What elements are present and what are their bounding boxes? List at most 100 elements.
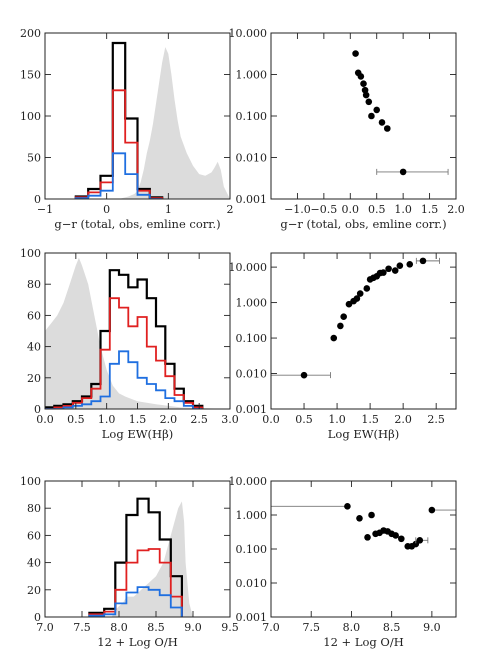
x-tick-label: 8.0 xyxy=(110,621,128,634)
y-tick-label: 10.000 xyxy=(229,475,268,488)
data-point xyxy=(364,534,371,541)
x-tick-label: 2.0 xyxy=(447,203,465,216)
plot-area xyxy=(352,50,449,176)
data-point xyxy=(383,125,391,132)
x-tick-label: 9.5 xyxy=(221,621,239,634)
y-tick-label: 1.000 xyxy=(236,509,268,522)
x-tick-label: 7.0 xyxy=(262,621,280,634)
x-tick-label: 0.5 xyxy=(295,413,313,426)
histogram-series-1 xyxy=(45,269,204,409)
x-tick-label: 7.0 xyxy=(36,621,54,634)
y-tick-label: 80 xyxy=(27,502,41,515)
x-tick-label: 0.0 xyxy=(36,413,54,426)
data-point xyxy=(392,532,399,539)
x-axis-label: Log EW(Hβ) xyxy=(102,427,173,441)
y-tick-label: 150 xyxy=(20,69,41,82)
plot-area xyxy=(271,503,456,550)
x-tick-label: 2.0 xyxy=(394,413,412,426)
data-point xyxy=(365,98,373,106)
data-point xyxy=(337,322,344,330)
y-tick-label: 0 xyxy=(34,611,41,624)
y-tick-label: 0.001 xyxy=(236,611,268,624)
data-point xyxy=(362,91,370,99)
y-tick-label: 100 xyxy=(20,475,41,488)
x-tick-label: −0.5 xyxy=(310,203,337,216)
y-tick-label: 10.000 xyxy=(229,261,268,274)
scatter-ewhb: 0.0 0.5 1.0 1.5 2.0 2.5 0.001 0.010 0.100 1.000 10… xyxy=(229,252,457,441)
y-tick-label: 10.000 xyxy=(229,27,268,40)
x-tick-label: −1.0 xyxy=(284,203,311,216)
y-tick-label: 0.100 xyxy=(236,110,268,123)
y-tick-label: 0.010 xyxy=(236,152,268,165)
data-point xyxy=(398,535,405,543)
x-tick-label: 8.5 xyxy=(147,621,165,634)
histogram-series-2 xyxy=(88,548,183,617)
data-point xyxy=(391,267,399,274)
data-point xyxy=(356,514,363,522)
x-tick-label: 1.0 xyxy=(98,413,116,426)
x-tick-label: 1.0 xyxy=(328,413,346,426)
axes-frame xyxy=(270,252,457,410)
data-point xyxy=(300,371,308,379)
y-tick-label: 1.000 xyxy=(236,69,268,82)
data-point xyxy=(396,262,404,269)
x-tick-label: 8.5 xyxy=(383,621,401,634)
data-point xyxy=(344,503,351,510)
background-distribution xyxy=(45,501,193,617)
x-axis-label: Log EW(Hβ) xyxy=(328,427,399,441)
data-point xyxy=(345,300,353,308)
y-tick-label: 40 xyxy=(27,557,41,570)
y-tick-label: 0.100 xyxy=(236,332,268,345)
histogram-series-1 xyxy=(88,497,183,617)
y-tick-label: 60 xyxy=(27,309,41,322)
x-tick-label: 1.5 xyxy=(129,413,147,426)
data-point xyxy=(357,73,365,80)
x-tick-label: 0 xyxy=(103,203,110,216)
x-tick-label: 0.5 xyxy=(67,413,85,426)
x-tick-label: 0.0 xyxy=(342,203,360,216)
data-point xyxy=(378,119,386,126)
histogram-series-3 xyxy=(74,152,163,199)
x-tick-label: 1.0 xyxy=(394,203,412,216)
x-tick-label: −1 xyxy=(37,203,53,216)
y-tick-label: 20 xyxy=(27,372,41,385)
background-distribution xyxy=(45,47,230,199)
y-tick-label: 0.010 xyxy=(236,577,268,590)
x-axis-label: 12 + Log O/H xyxy=(323,635,404,649)
data-point xyxy=(373,106,381,114)
x-tick-label: 9.0 xyxy=(184,621,202,634)
scatter-oh: 7.0 7.5 8.0 8.5 9.0 0.001 0.010 0.100 1.000 10.00… xyxy=(229,475,457,649)
plot-area xyxy=(271,257,440,379)
x-tick-label: 2.5 xyxy=(427,413,445,426)
hist-oh: 7.0 7.5 8.0 8.5 9.0 9.5 0 20 40 60 80 100 12 + Log O… xyxy=(20,475,239,649)
data-point xyxy=(340,313,347,321)
scatter-gr: −1.0 −0.5 0.0 0.5 1.0 1.5 2.0 0.001 0.010 0.100 1.… xyxy=(229,27,465,231)
y-tick-label: 1.000 xyxy=(236,297,268,310)
y-tick-label: 0 xyxy=(34,193,41,206)
histogram-series-2 xyxy=(45,297,204,409)
data-point xyxy=(360,80,367,88)
x-axis-label: g−r (total, obs, emline corr.) xyxy=(280,217,446,231)
x-tick-label: 7.5 xyxy=(73,621,91,634)
plot-area xyxy=(45,497,193,617)
data-point xyxy=(330,334,338,342)
x-tick-label: 1 xyxy=(165,203,172,216)
x-tick-label: 8.0 xyxy=(343,621,361,634)
data-point xyxy=(352,50,359,57)
x-tick-label: 1.5 xyxy=(421,203,439,216)
y-tick-label: 100 xyxy=(20,110,41,123)
y-tick-label: 20 xyxy=(27,584,41,597)
x-tick-label: 2.0 xyxy=(160,413,178,426)
data-point xyxy=(368,112,375,120)
x-tick-label: 7.5 xyxy=(302,621,320,634)
data-point xyxy=(368,511,375,519)
background-distribution xyxy=(45,257,230,409)
x-tick-label: 0.5 xyxy=(368,203,386,216)
y-tick-label: 0.010 xyxy=(236,368,268,381)
histogram-series-3 xyxy=(88,586,183,617)
data-point xyxy=(419,257,427,265)
x-axis-label: g−r (total, obs, emline corr.) xyxy=(54,217,220,231)
x-tick-label: 0.0 xyxy=(262,413,280,426)
data-point xyxy=(385,265,392,273)
